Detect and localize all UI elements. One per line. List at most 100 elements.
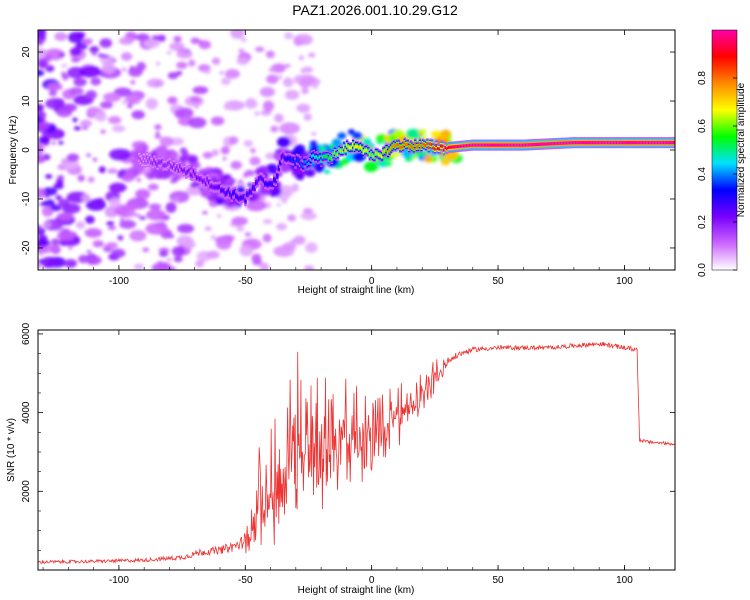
spectrogram-blob [172, 197, 180, 203]
colorbar: 0.0 0.2 0.4 0.6 0.8 Normalized spectral ampl… [697, 29, 747, 277]
spectrogram-ridge-cell [397, 143, 400, 147]
spectrogram-blob [38, 103, 44, 112]
spectrogram-ridge-cell [216, 185, 220, 190]
spectrogram-blob [167, 50, 172, 55]
spectrogram-ridge-cell [432, 146, 435, 150]
spectrogram-ridge-cell [482, 143, 485, 147]
spectrogram-ridge-cell [491, 143, 494, 147]
spectrogram-ridge-cell [549, 142, 552, 146]
spectrogram-ridge-cell [453, 145, 456, 149]
spectrogram-ridge-cell [555, 141, 558, 146]
spectrogram-blob [46, 82, 63, 91]
spectrogram-ridge-cell [659, 141, 663, 145]
spectrogram-blob [195, 260, 205, 268]
spectrogram-ridge-cell [540, 142, 543, 146]
spectrogram-ridge-cell [599, 141, 602, 145]
spectrogram-blob [242, 173, 248, 178]
spectrogram-ridge-cell [559, 141, 563, 145]
spectrogram-blob [223, 102, 233, 111]
spectrogram-ridge-cell [285, 157, 288, 161]
spectrogram-ridge-cell [351, 142, 355, 146]
spectrogram-ridge-cell [239, 196, 243, 200]
spectrogram-ridge-cell [301, 164, 305, 168]
spectrogram-blob [100, 129, 106, 134]
spectrogram-x-tick-label: 50 [492, 276, 504, 287]
spectrogram-blob [105, 242, 118, 249]
spectrogram-blob [173, 256, 183, 263]
spectrogram-ridge-cell [303, 160, 306, 164]
spectrogram-ridge-cell [145, 155, 149, 160]
spectrogram-ridge-cell [427, 145, 431, 150]
spectrogram-blob [185, 185, 202, 196]
spectrogram-ridge-cell [335, 153, 338, 157]
spectrogram-blob [312, 84, 318, 89]
spectrogram-blob [98, 166, 106, 174]
snr-x-tick-label: 0 [369, 575, 375, 586]
spectrogram-blob [165, 202, 177, 213]
spectrogram-ridge-cell [271, 182, 274, 186]
spectrogram-blob [202, 210, 208, 215]
spectrogram-ridge-cell [218, 185, 221, 189]
spectrogram-ridge-cell [370, 152, 373, 156]
spectrogram-ridge-cell [641, 141, 645, 145]
spectrogram-ridge-cell [514, 143, 517, 147]
spectrogram-blob [309, 141, 316, 146]
spectrogram-blob [119, 219, 137, 229]
spectrogram-blob [324, 169, 331, 175]
spectrogram-ridge-cell [388, 148, 391, 153]
spectrogram-blob [270, 125, 279, 133]
spectrogram-ridge-cell [485, 143, 488, 147]
spectrogram-blob [101, 62, 116, 75]
spectrogram-ridge-cell [215, 185, 218, 189]
spectrogram-blob [73, 77, 87, 87]
spectrogram-ridge-cell [665, 141, 669, 145]
spectrogram-blob [112, 125, 126, 133]
spectrogram-blob [108, 182, 127, 193]
spectrogram-blob [259, 262, 270, 270]
spectrogram-ridge-cell [365, 148, 369, 152]
spectrogram-blob [81, 38, 93, 45]
spectrogram-ridge-cell [245, 192, 249, 196]
spectrogram-ridge-cell [377, 153, 381, 157]
spectrogram-y-tick-label: 10 [21, 95, 32, 107]
spectrogram-blob [423, 156, 433, 163]
spectrogram-ridge-cell [385, 147, 388, 151]
spectrogram-ridge-cell [608, 141, 611, 145]
spectrogram-blob [133, 263, 144, 270]
spectrogram-blob [202, 151, 213, 159]
spectrogram-ridge-cell [455, 145, 458, 149]
spectrogram-ridge-cell [650, 141, 654, 145]
spectrogram-ridge-cell [267, 183, 270, 187]
spectrogram-ridge-cell [505, 143, 508, 147]
colorbar-tick-label: 0.4 [697, 167, 708, 181]
spectrogram-ridge-cell [415, 145, 419, 149]
spectrogram-blob [283, 129, 291, 134]
spectrogram-ridge-cell [379, 153, 382, 157]
spectrogram-blob [123, 202, 140, 211]
spectrogram-y-label: Frequency (Hz) [8, 116, 19, 185]
spectrogram-blob [174, 109, 185, 119]
spectrogram-ridge-cell [289, 157, 293, 161]
spectrogram-ridge-cell [473, 143, 476, 147]
spectrogram-ridge-cell [488, 143, 491, 147]
spectrogram-blob [277, 184, 295, 196]
spectrogram-ridge-cell [206, 177, 209, 181]
spectrogram-ridge-cell [329, 155, 332, 159]
spectrogram-blob [276, 223, 288, 231]
spectrogram-ridge-cell [497, 143, 500, 147]
spectrogram-blob [38, 47, 43, 53]
spectrogram-ridge-cell [465, 144, 469, 148]
spectrogram-blob [177, 223, 195, 234]
spectrogram-ridge-cell [277, 166, 281, 170]
spectrogram-blob [84, 228, 103, 238]
spectrogram-ridge-cell [564, 141, 567, 145]
spectrogram-ridge-cell [229, 192, 232, 196]
spectrogram-ridge-cell [644, 141, 648, 145]
spectrogram-ridge-cell [462, 144, 466, 148]
spectrogram-ridge-cell [254, 181, 258, 185]
spectrogram-blob [145, 97, 159, 110]
spectrogram-blob [38, 58, 48, 69]
spectrogram-blob [305, 169, 316, 177]
spectrogram-blob [86, 255, 102, 265]
spectrogram-ridge-cell [242, 195, 246, 199]
